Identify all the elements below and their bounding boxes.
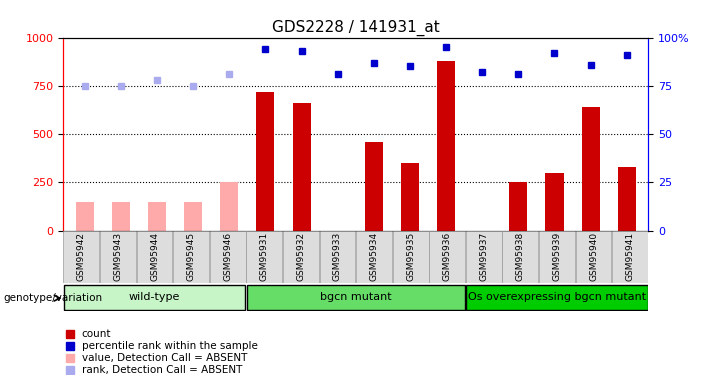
Bar bbox=[257, 92, 275, 231]
Text: GSM95936: GSM95936 bbox=[443, 232, 451, 282]
Text: bgcn mutant: bgcn mutant bbox=[320, 292, 392, 302]
Bar bbox=[292, 103, 311, 231]
Text: GSM95945: GSM95945 bbox=[186, 232, 196, 281]
Text: percentile rank within the sample: percentile rank within the sample bbox=[82, 341, 258, 351]
Text: rank, Detection Call = ABSENT: rank, Detection Call = ABSENT bbox=[82, 365, 243, 375]
Bar bbox=[510, 182, 527, 231]
Title: GDS2228 / 141931_at: GDS2228 / 141931_at bbox=[272, 20, 440, 36]
Text: GSM95937: GSM95937 bbox=[479, 232, 489, 282]
Bar bbox=[437, 61, 455, 231]
Bar bbox=[393, 231, 428, 283]
Bar bbox=[466, 231, 502, 283]
Bar bbox=[76, 202, 94, 231]
Bar bbox=[100, 231, 136, 283]
Bar bbox=[356, 231, 392, 283]
Text: GSM95946: GSM95946 bbox=[223, 232, 232, 281]
Text: wild-type: wild-type bbox=[129, 292, 180, 302]
Bar bbox=[220, 182, 238, 231]
Bar bbox=[173, 231, 209, 283]
Text: GSM95938: GSM95938 bbox=[516, 232, 525, 282]
Text: GSM95939: GSM95939 bbox=[552, 232, 562, 282]
Bar bbox=[576, 231, 611, 283]
Bar bbox=[618, 167, 636, 231]
Text: GSM95940: GSM95940 bbox=[589, 232, 598, 281]
Text: GSM95942: GSM95942 bbox=[77, 232, 86, 281]
Text: GSM95932: GSM95932 bbox=[297, 232, 306, 281]
Text: GSM95934: GSM95934 bbox=[369, 232, 379, 281]
Bar bbox=[612, 231, 648, 283]
Bar bbox=[539, 231, 575, 283]
Bar bbox=[582, 107, 599, 231]
Bar bbox=[545, 172, 564, 231]
Bar bbox=[320, 231, 355, 283]
Bar bbox=[365, 142, 383, 231]
Bar bbox=[184, 202, 202, 231]
Text: GSM95944: GSM95944 bbox=[150, 232, 159, 281]
Bar bbox=[246, 231, 283, 283]
Text: GSM95933: GSM95933 bbox=[333, 232, 342, 282]
Text: GSM95943: GSM95943 bbox=[114, 232, 123, 281]
Text: genotype/variation: genotype/variation bbox=[4, 293, 102, 303]
Bar bbox=[283, 231, 319, 283]
Text: Os overexpressing bgcn mutant: Os overexpressing bgcn mutant bbox=[468, 292, 646, 302]
Bar bbox=[503, 231, 538, 283]
Bar bbox=[401, 163, 419, 231]
Bar bbox=[137, 231, 172, 283]
Bar bbox=[429, 231, 465, 283]
Bar bbox=[210, 231, 245, 283]
Text: GSM95935: GSM95935 bbox=[406, 232, 415, 282]
Text: GSM95941: GSM95941 bbox=[625, 232, 634, 281]
Bar bbox=[64, 285, 245, 310]
Bar bbox=[466, 285, 648, 310]
Bar bbox=[148, 202, 166, 231]
Text: value, Detection Call = ABSENT: value, Detection Call = ABSENT bbox=[82, 353, 247, 363]
Bar bbox=[112, 202, 130, 231]
Text: GSM95931: GSM95931 bbox=[260, 232, 268, 282]
Bar bbox=[247, 285, 465, 310]
Bar bbox=[64, 231, 100, 283]
Text: count: count bbox=[82, 328, 111, 339]
